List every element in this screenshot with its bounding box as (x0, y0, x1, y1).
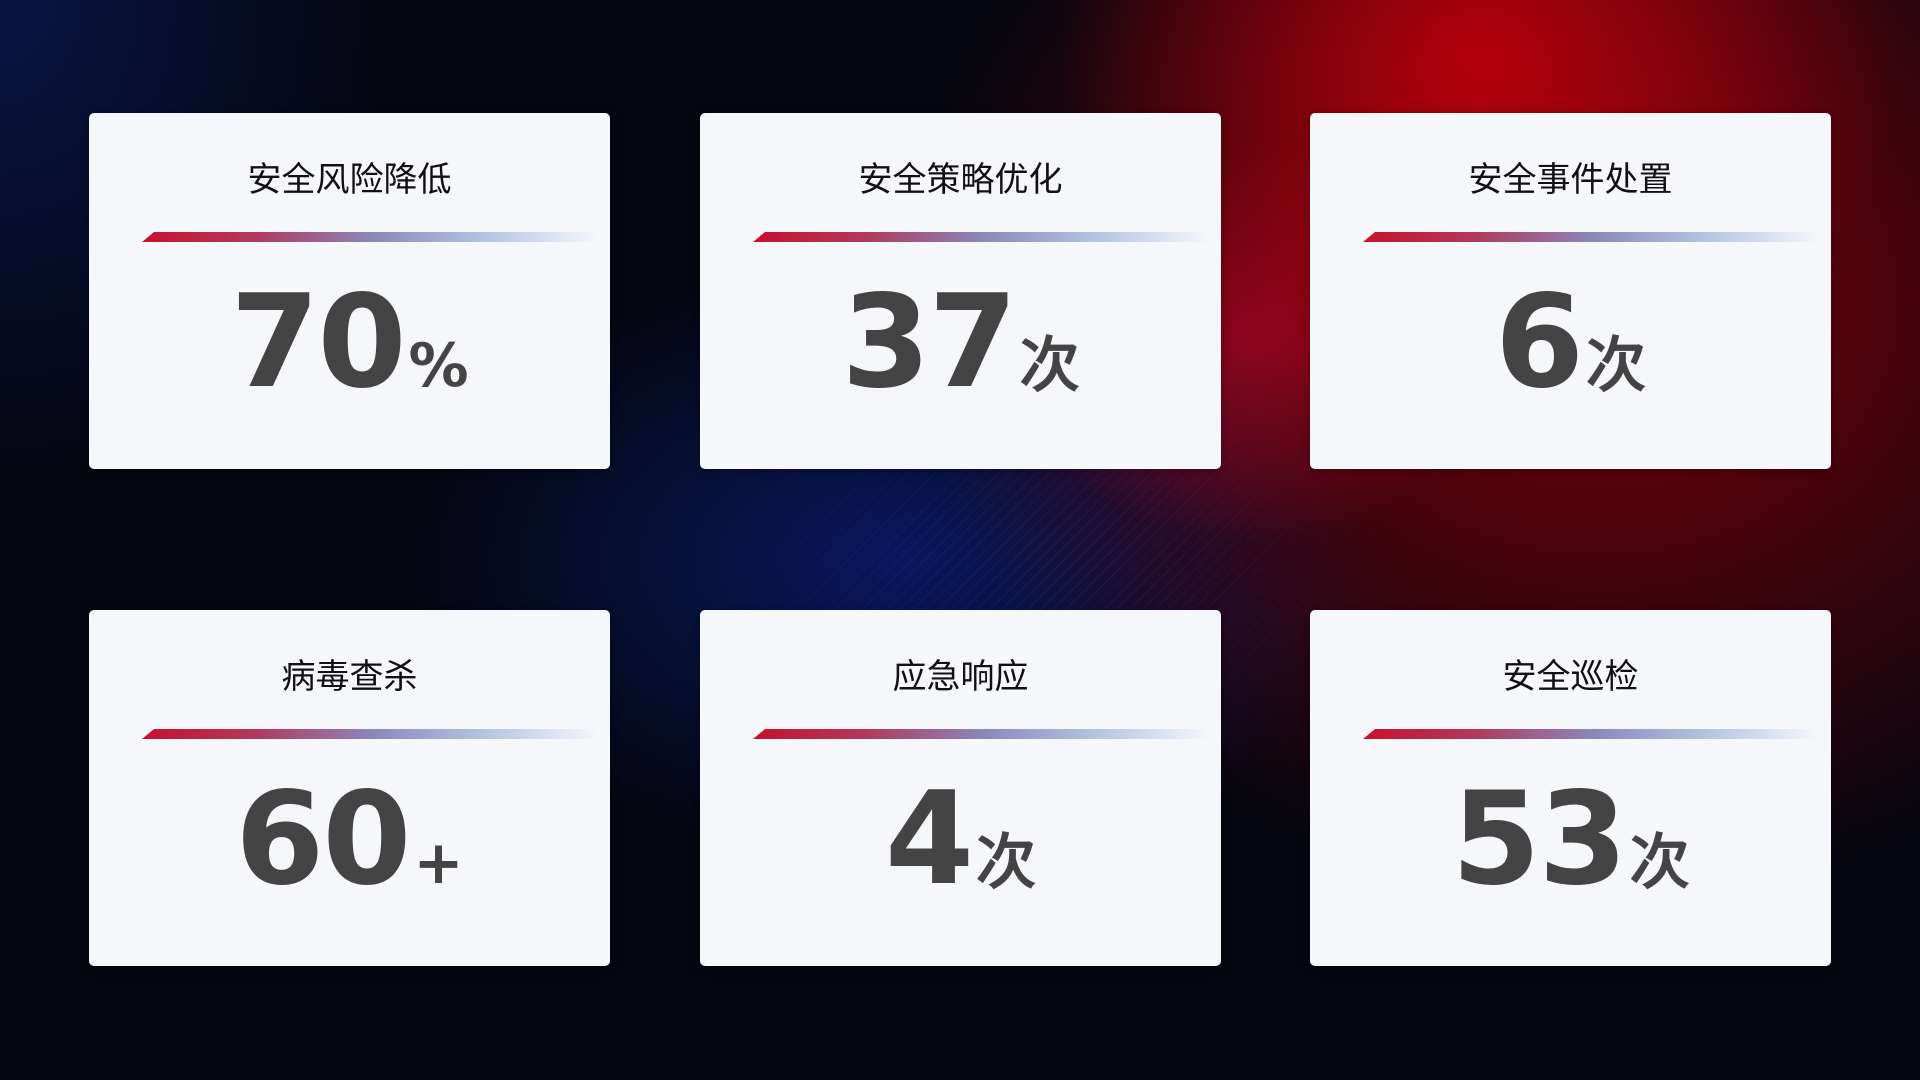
divider-bar (142, 232, 598, 242)
divider-bar (1363, 232, 1819, 242)
value-unit: + (413, 828, 464, 898)
card-title: 安全事件处置 (1468, 160, 1673, 200)
divider-bar (1363, 729, 1819, 739)
card-value: 37次 (700, 278, 1221, 408)
value-number: 6 (1494, 268, 1584, 417)
card-title: 安全策略优化 (858, 160, 1063, 200)
value-number: 4 (884, 765, 974, 914)
card-value: 60+ (89, 775, 610, 905)
card-value: 53次 (1310, 775, 1831, 905)
divider-bar (142, 729, 598, 739)
card-title: 安全风险降低 (247, 160, 452, 200)
stat-card-virus-removal: 病毒查杀 60+ (89, 610, 610, 966)
value-unit: 次 (1629, 828, 1690, 898)
stat-card-emergency-response: 应急响应 4次 (700, 610, 1221, 966)
stat-card-risk-reduction: 安全风险降低 70% (89, 113, 610, 469)
card-title: 应急响应 (892, 657, 1029, 697)
value-unit: 次 (1586, 331, 1647, 401)
card-value: 70% (89, 278, 610, 408)
stat-card-incident-handling: 安全事件处置 6次 (1310, 113, 1831, 469)
divider-bar (753, 232, 1209, 242)
value-unit: 次 (976, 828, 1037, 898)
value-number: 37 (841, 268, 1017, 417)
card-value: 6次 (1310, 278, 1831, 408)
card-title: 安全巡检 (1502, 657, 1639, 697)
card-title: 病毒查杀 (281, 657, 418, 697)
stat-card-policy-optimization: 安全策略优化 37次 (700, 113, 1221, 469)
stat-card-security-patrol: 安全巡检 53次 (1310, 610, 1831, 966)
value-number: 53 (1451, 765, 1627, 914)
value-number: 70 (230, 268, 406, 417)
card-value: 4次 (700, 775, 1221, 905)
value-number: 60 (235, 765, 411, 914)
divider-bar (753, 729, 1209, 739)
value-unit: % (408, 331, 469, 401)
value-unit: 次 (1019, 331, 1080, 401)
